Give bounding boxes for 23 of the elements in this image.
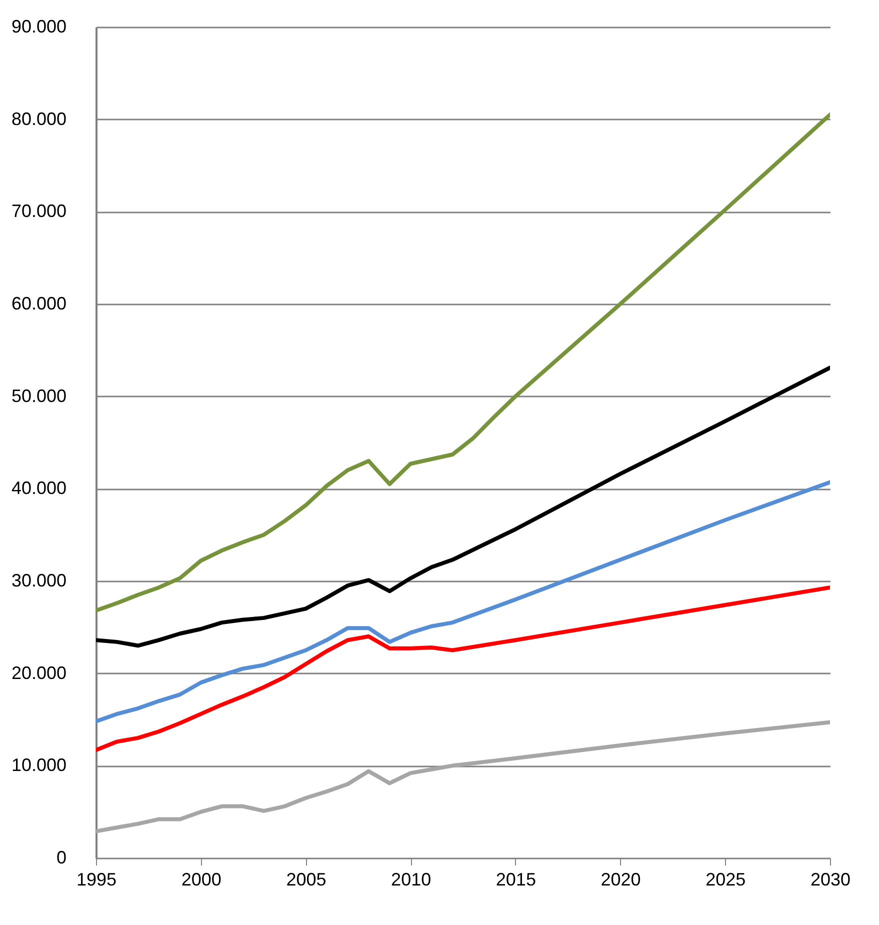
line-series xyxy=(96,112,830,613)
y-tick-label: 70.000 xyxy=(11,201,66,222)
x-tick-label: 2000 xyxy=(181,870,222,890)
y-tick-label: 20.000 xyxy=(11,662,66,683)
x-tick-label: 1995 xyxy=(76,870,117,890)
x-tick-label: 2030 xyxy=(810,870,851,890)
x-tick-label: 2010 xyxy=(391,870,432,890)
y-tick-label: 0 xyxy=(56,848,66,868)
x-tick-label: 2015 xyxy=(496,870,536,890)
line-series xyxy=(96,366,830,648)
y-tick-label: 10.000 xyxy=(11,755,66,776)
y-tick-label: 60.000 xyxy=(11,294,66,314)
x-tick-label: 2025 xyxy=(706,870,746,890)
line-series xyxy=(96,720,830,834)
x-tick-label: 2005 xyxy=(286,870,326,890)
y-tick-label: 80.000 xyxy=(11,108,66,129)
y-tick-label: 90.000 xyxy=(11,16,66,36)
y-tick-label: 40.000 xyxy=(11,478,66,498)
y-tick-label: 50.000 xyxy=(11,386,66,406)
y-tick-label: 30.000 xyxy=(11,570,66,590)
line-series xyxy=(96,585,830,752)
line-series xyxy=(96,480,830,724)
x-tick-label: 2020 xyxy=(600,870,641,890)
